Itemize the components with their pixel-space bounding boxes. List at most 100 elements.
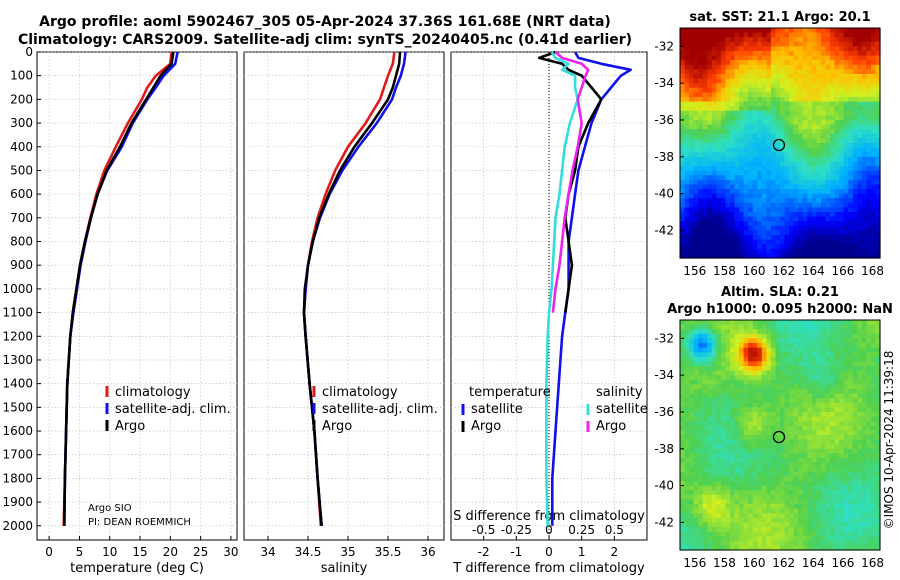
- map-cell: [757, 202, 763, 208]
- map-cell: [843, 41, 849, 47]
- map-cell: [866, 389, 872, 395]
- map-cell: [761, 499, 767, 505]
- map-cell: [843, 156, 849, 162]
- map-cell: [830, 115, 836, 121]
- map-cell: [798, 133, 804, 139]
- map-cell: [698, 531, 704, 537]
- map-cell: [698, 545, 704, 551]
- map-cell: [720, 143, 726, 149]
- map-cell: [852, 244, 858, 250]
- map-cell: [711, 517, 717, 523]
- map-cell: [730, 476, 736, 482]
- map-cell: [752, 448, 758, 454]
- map-cell: [861, 448, 867, 454]
- map-cell: [757, 110, 763, 116]
- map-cell: [702, 28, 708, 34]
- map-cell: [702, 97, 708, 103]
- map-cell: [793, 216, 799, 222]
- map-cell: [780, 166, 786, 172]
- map-cell: [748, 527, 754, 533]
- map-cell: [793, 244, 799, 250]
- map-cell: [702, 545, 708, 551]
- map-cell: [780, 152, 786, 158]
- map-cell: [780, 115, 786, 121]
- depth-tick-label: 1800: [2, 471, 33, 485]
- map-cell: [689, 425, 695, 431]
- map-cell: [857, 244, 863, 250]
- map-cell: [689, 333, 695, 339]
- map-cell: [857, 87, 863, 93]
- map-cell: [839, 485, 845, 491]
- map-cell: [870, 366, 876, 372]
- map-cell: [839, 398, 845, 404]
- map-cell: [730, 216, 736, 222]
- map-cell: [702, 517, 708, 523]
- map-cell: [720, 384, 726, 390]
- map-cell: [780, 333, 786, 339]
- map-cell: [843, 352, 849, 358]
- map-cell: [734, 115, 740, 121]
- map-cell: [711, 398, 717, 404]
- map-cell: [825, 170, 831, 176]
- map-cell: [730, 508, 736, 514]
- map-cell: [702, 175, 708, 181]
- map-cell: [852, 248, 858, 254]
- map-cell: [680, 439, 686, 445]
- map-cell: [793, 435, 799, 441]
- map-cell: [780, 379, 786, 385]
- map-cell: [720, 490, 726, 496]
- map-cell: [711, 175, 717, 181]
- map-cell: [739, 161, 745, 167]
- map-cell: [711, 379, 717, 385]
- map-cell: [730, 389, 736, 395]
- map-cell: [775, 207, 781, 213]
- map-cell: [852, 97, 858, 103]
- map-cell: [811, 115, 817, 121]
- map-cell: [716, 366, 722, 372]
- lat-tick-label: -32: [654, 39, 674, 53]
- map-cell: [680, 453, 686, 459]
- map-cell: [693, 527, 699, 533]
- map-cell: [866, 540, 872, 546]
- map-cell: [693, 485, 699, 491]
- map-cell: [802, 110, 808, 116]
- map-cell: [775, 60, 781, 66]
- map-cell: [830, 448, 836, 454]
- map-cell: [789, 152, 795, 158]
- map-cell: [820, 412, 826, 418]
- map-cell: [698, 412, 704, 418]
- map-cell: [780, 239, 786, 245]
- map-cell: [875, 230, 881, 236]
- map-cell: [820, 393, 826, 399]
- map-cell: [748, 467, 754, 473]
- map-cell: [775, 416, 781, 422]
- map-cell: [716, 435, 722, 441]
- map-cell: [834, 189, 840, 195]
- map-cell: [830, 356, 836, 362]
- map-cell: [684, 320, 690, 326]
- map-cell: [784, 517, 790, 523]
- map-cell: [866, 329, 872, 335]
- map-cell: [857, 184, 863, 190]
- map-cell: [848, 110, 854, 116]
- map-cell: [875, 60, 881, 66]
- map-cell: [693, 393, 699, 399]
- map-cell: [720, 467, 726, 473]
- map-cell: [870, 41, 876, 47]
- map-cell: [730, 324, 736, 330]
- map-cell: [861, 78, 867, 84]
- map-cell: [757, 235, 763, 241]
- map-cell: [802, 221, 808, 227]
- map-cell: [707, 324, 713, 330]
- map-cell: [748, 448, 754, 454]
- map-cell: [766, 545, 772, 551]
- map-cell: [857, 333, 863, 339]
- map-cell: [770, 389, 776, 395]
- map-cell: [752, 370, 758, 376]
- map-cell: [693, 184, 699, 190]
- map-cell: [784, 221, 790, 227]
- map-cell: [757, 60, 763, 66]
- map-cell: [720, 216, 726, 222]
- map-cell: [839, 41, 845, 47]
- map-cell: [770, 92, 776, 98]
